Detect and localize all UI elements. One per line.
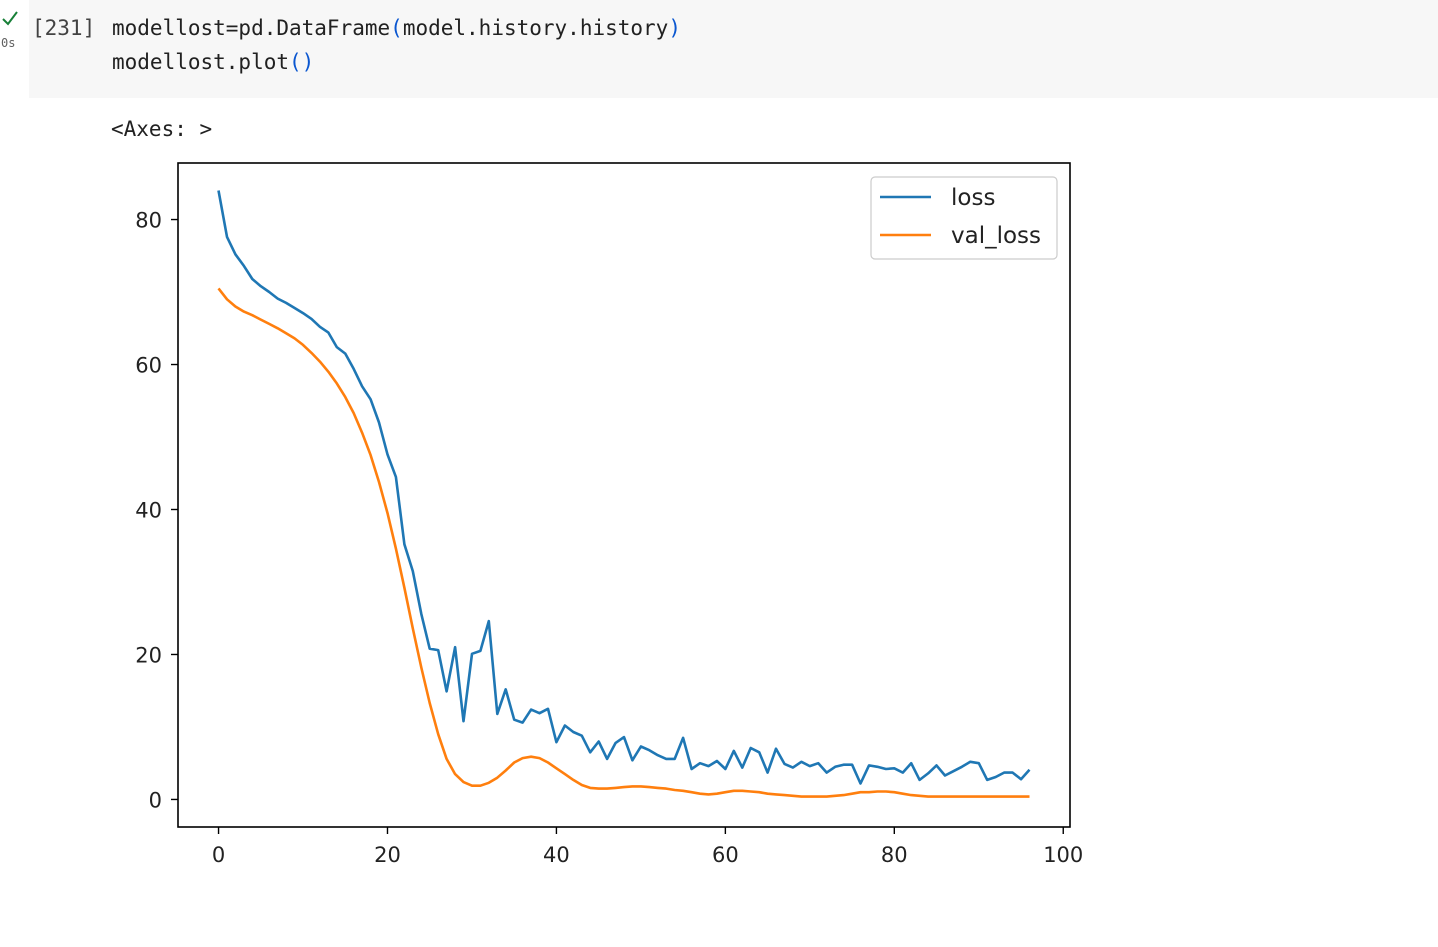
x-tick-label: 20 [374,843,401,867]
cell-output-text: <Axes: > [111,117,213,141]
axes-frame [177,162,1071,828]
legend-label-loss: loss [951,185,995,211]
x-tick-label: 60 [712,843,739,867]
code-paren: ( [390,16,403,40]
x-tick-label: 100 [1043,843,1083,867]
x-tick-label: 80 [881,843,908,867]
y-tick-label: 40 [135,498,162,522]
execution-time: 0s [1,36,16,50]
cell-gutter: 0s [0,0,29,98]
y-tick-label: 60 [135,354,162,378]
series-line-loss [217,190,1031,785]
code-token: model.history.history [402,16,669,40]
code-token: modellost=pd.DataFrame [112,16,391,40]
execution-count: [231] [32,16,96,40]
legend-label-val_loss: val_loss [951,223,1041,249]
y-tick-label: 80 [135,209,162,233]
x-tick-label: 0 [212,843,225,867]
code-line-1[interactable]: modellost=pd.DataFrame(model.history.his… [112,16,681,40]
x-tick-label: 40 [543,843,570,867]
code-line-2[interactable]: modellost.plot() [112,50,314,74]
y-tick-label: 20 [135,643,162,667]
check-icon [2,11,18,26]
series-line-val_loss [217,287,1030,798]
y-tick-label: 0 [149,788,162,812]
code-cell[interactable]: [231] modellost=pd.DataFrame(model.histo… [29,0,1438,98]
code-token: modellost.plot [112,50,290,74]
code-paren: () [289,50,315,74]
loss-line-chart: 0 20 40 60 80 100 0 20 40 60 80 loss val_loss [135,162,1083,867]
code-paren: ) [668,16,681,40]
